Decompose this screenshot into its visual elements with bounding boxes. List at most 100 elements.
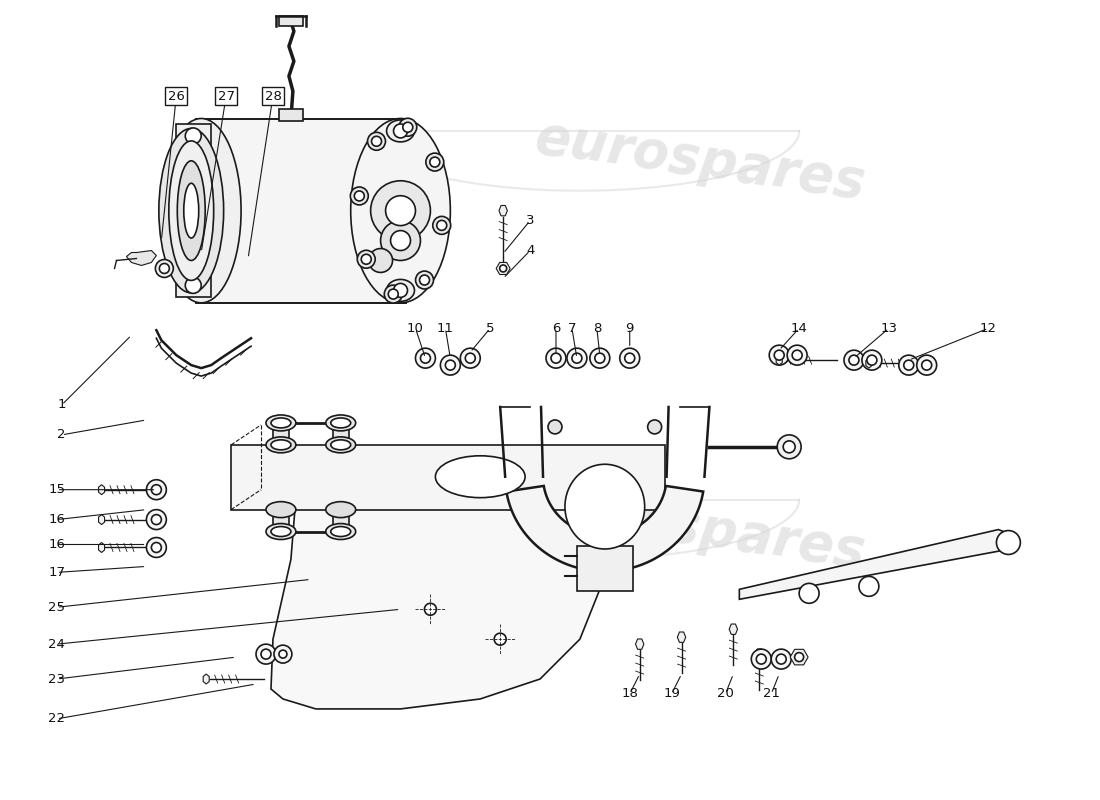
Ellipse shape: [271, 440, 290, 450]
Circle shape: [155, 259, 174, 278]
Text: 25: 25: [48, 601, 65, 614]
Circle shape: [386, 196, 416, 226]
Bar: [231, 445, 664, 510]
Polygon shape: [636, 639, 644, 650]
Circle shape: [420, 353, 430, 363]
Circle shape: [625, 353, 635, 363]
Ellipse shape: [186, 126, 206, 295]
Circle shape: [146, 538, 166, 558]
Circle shape: [368, 249, 393, 273]
Text: 23: 23: [48, 673, 65, 686]
Text: 28: 28: [264, 90, 282, 102]
Bar: [333, 510, 349, 531]
Ellipse shape: [331, 526, 351, 537]
Text: 19: 19: [663, 687, 680, 701]
Ellipse shape: [168, 141, 213, 281]
Circle shape: [274, 645, 292, 663]
Text: 1: 1: [57, 398, 66, 411]
Circle shape: [595, 353, 605, 363]
Polygon shape: [777, 355, 782, 365]
Ellipse shape: [266, 502, 296, 518]
Circle shape: [548, 420, 562, 434]
Polygon shape: [499, 206, 507, 216]
Ellipse shape: [177, 161, 206, 261]
Circle shape: [390, 230, 410, 250]
Circle shape: [185, 278, 201, 294]
Ellipse shape: [386, 120, 415, 142]
Circle shape: [757, 654, 767, 664]
Text: 26: 26: [168, 90, 185, 102]
Ellipse shape: [326, 437, 355, 453]
Circle shape: [774, 350, 784, 360]
Bar: [279, 16, 302, 26]
Circle shape: [388, 289, 398, 299]
Circle shape: [446, 360, 455, 370]
Circle shape: [546, 348, 565, 368]
Text: 12: 12: [980, 322, 997, 334]
Circle shape: [146, 480, 166, 500]
Ellipse shape: [266, 437, 296, 453]
Bar: [176, 274, 211, 298]
Polygon shape: [729, 624, 737, 634]
Ellipse shape: [565, 464, 645, 549]
Circle shape: [499, 265, 507, 272]
Circle shape: [792, 350, 802, 360]
Bar: [176, 124, 211, 148]
Text: 8: 8: [593, 322, 601, 334]
Circle shape: [619, 348, 640, 368]
Text: 4: 4: [526, 244, 535, 257]
Ellipse shape: [158, 129, 223, 293]
Bar: [576, 546, 632, 591]
Polygon shape: [271, 488, 600, 709]
Ellipse shape: [331, 440, 351, 450]
Ellipse shape: [271, 526, 290, 537]
Circle shape: [867, 355, 877, 365]
Circle shape: [771, 649, 791, 669]
Circle shape: [425, 603, 437, 615]
Circle shape: [916, 355, 937, 375]
Circle shape: [394, 124, 407, 138]
Polygon shape: [204, 674, 209, 684]
Ellipse shape: [326, 502, 355, 518]
Ellipse shape: [331, 418, 351, 428]
Text: eurospares: eurospares: [531, 481, 868, 578]
Circle shape: [862, 350, 882, 370]
Text: 6: 6: [552, 322, 560, 334]
Polygon shape: [99, 542, 104, 553]
Text: 27: 27: [218, 90, 234, 102]
Circle shape: [416, 271, 433, 289]
Text: 24: 24: [48, 638, 65, 650]
Circle shape: [350, 187, 368, 205]
Circle shape: [367, 132, 385, 150]
Circle shape: [384, 285, 403, 303]
Circle shape: [394, 283, 407, 298]
Circle shape: [799, 583, 820, 603]
Text: 7: 7: [568, 322, 576, 334]
Bar: [196, 119, 406, 303]
Circle shape: [465, 353, 475, 363]
Circle shape: [648, 420, 661, 434]
Ellipse shape: [162, 118, 241, 303]
Text: eurospares: eurospares: [531, 112, 868, 210]
Circle shape: [256, 644, 276, 664]
Ellipse shape: [182, 121, 211, 300]
Bar: [279, 109, 302, 121]
Polygon shape: [99, 485, 104, 494]
Circle shape: [460, 348, 481, 368]
Bar: [273, 423, 289, 445]
Polygon shape: [506, 486, 703, 571]
Circle shape: [430, 157, 440, 167]
Polygon shape: [126, 250, 156, 266]
Ellipse shape: [266, 415, 296, 431]
Polygon shape: [755, 649, 763, 659]
Polygon shape: [739, 530, 1019, 599]
Text: 16: 16: [48, 538, 65, 551]
Circle shape: [152, 485, 162, 494]
Bar: [333, 423, 349, 445]
Text: 14: 14: [791, 322, 807, 334]
Circle shape: [783, 441, 795, 453]
Circle shape: [279, 650, 287, 658]
Circle shape: [426, 153, 443, 171]
Circle shape: [778, 435, 801, 458]
Circle shape: [788, 345, 807, 365]
